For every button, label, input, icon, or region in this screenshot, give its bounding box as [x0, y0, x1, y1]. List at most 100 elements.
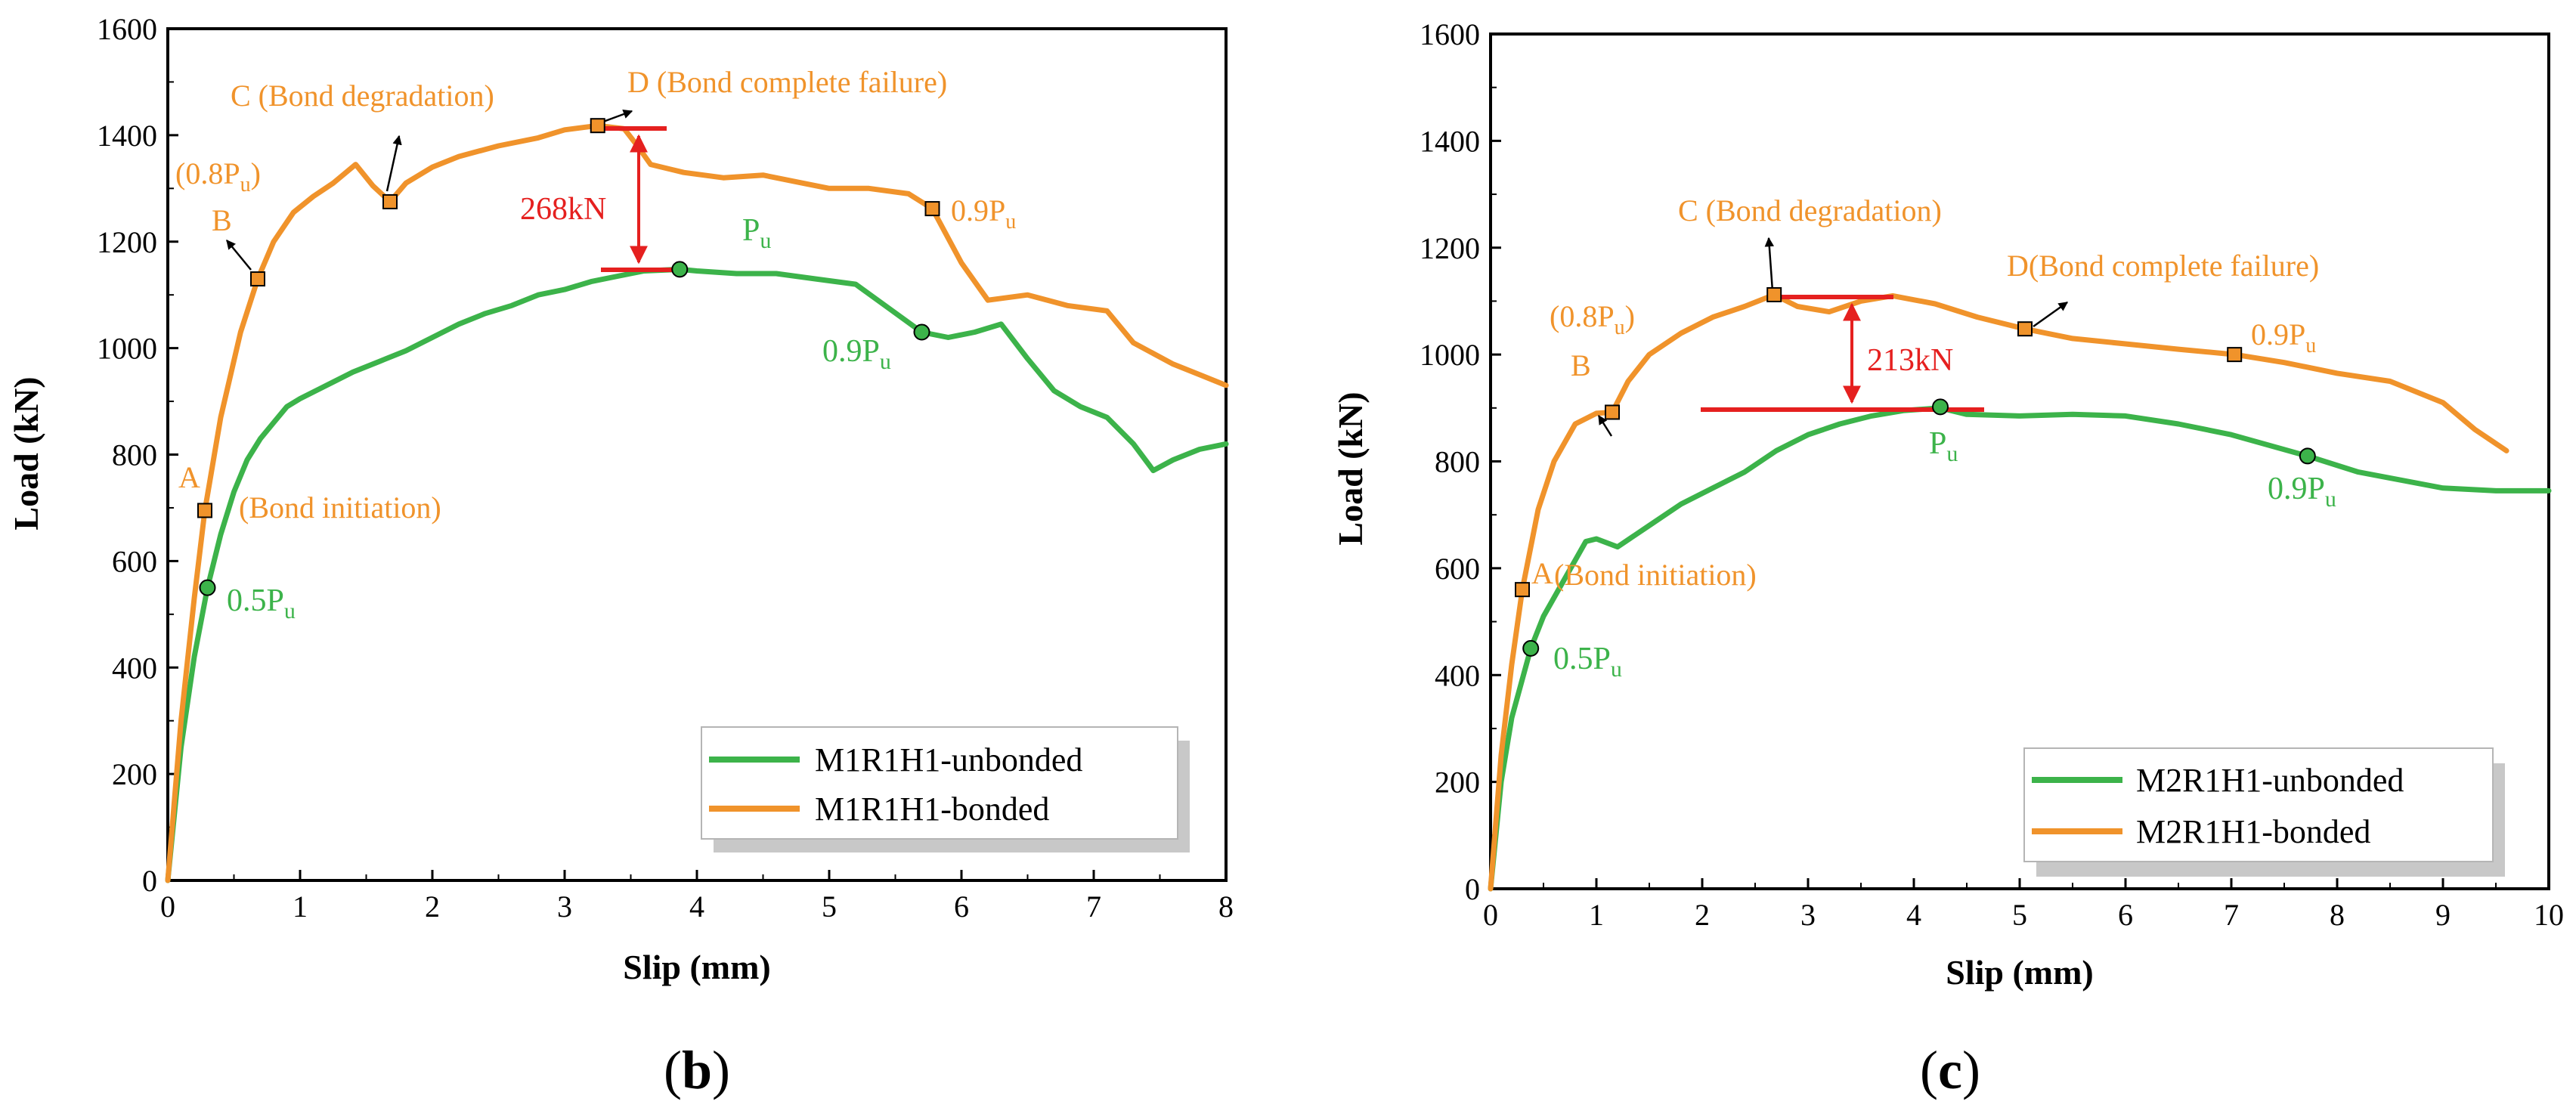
panel-b-y-tick-label: 1400 [97, 119, 157, 153]
panel-c-legend-bonded-label: M2R1H1-bonded [2136, 813, 2370, 850]
panel-b-bonded-marker [197, 503, 212, 518]
panel-c-c-pointer [1764, 237, 1775, 292]
panel-b-b-pointer [226, 240, 252, 271]
panel-b-y-tick-label: 0 [142, 864, 157, 898]
panel-b-bonded-marker [590, 118, 605, 134]
panel-b-x-tick-label: 5 [822, 890, 837, 924]
panel-c-x-tick-label: 8 [2330, 898, 2345, 932]
panel-c-legend: M2R1H1-unbonded M2R1H1-bonded [2023, 747, 2505, 877]
panel-c-y-tick-label: 1400 [1420, 124, 1480, 158]
panel-c: 0 1 2 3 4 5 6 7 8 9 10 0 200 400 600 800 1000 1200 1400 160… [1331, 17, 2564, 1100]
panel-b-point-a-label: A [178, 460, 200, 494]
panel-c-d-pointer [2033, 301, 2069, 328]
panel-c-point-a-label: A [1531, 556, 1553, 590]
panel-c-x-tick-label: 9 [2435, 898, 2451, 932]
panel-b-bonded-09pu-label: 0.9Pu [951, 193, 1016, 234]
panel-b-pu-label: Pu [742, 213, 771, 253]
panel-c-x-tick-label: 7 [2224, 898, 2239, 932]
panel-b-diff-label: 268kN [520, 192, 606, 227]
panel-c-bonded-marker [1605, 404, 1620, 420]
panel-c-diff-label: 213kN [1867, 343, 1953, 378]
panel-c-x-axis-label: Slip (mm) [1946, 953, 2094, 992]
panel-b-caption: (b) [664, 1040, 730, 1100]
panel-b-point-b-paren: (0.8Pu) [175, 156, 261, 196]
panel-c-b-pointer [1597, 414, 1613, 437]
panel-b-markers [197, 118, 940, 596]
panel-c-x-tick-label: 10 [2534, 898, 2564, 932]
panel-c-y-tick-label: 1600 [1420, 17, 1480, 51]
panel-c-y-tick-label: 400 [1435, 658, 1480, 692]
panel-b-bonded-marker [382, 193, 398, 209]
panel-b-x-axis-label: Slip (mm) [623, 948, 771, 986]
panel-b-y-tick-label: 200 [112, 757, 157, 791]
panel-c-bonded-marker [1515, 582, 1530, 598]
panel-b-x-tick-label: 8 [1218, 890, 1234, 924]
panel-b-point-c-label: C (Bond degradation) [231, 79, 494, 113]
panel-b-point-d-label: D (Bond complete failure) [627, 65, 947, 99]
panel-b-y-tick-label: 600 [112, 544, 157, 578]
panel-b-x-tick-label: 4 [689, 890, 704, 924]
panel-b-x-tick-label: 0 [160, 890, 175, 924]
panel-c-bonded-marker [2017, 321, 2033, 337]
panel-c-x-tick-label: 4 [1906, 898, 1921, 932]
panel-c-x-tick-label: 3 [1800, 898, 1816, 932]
panel-b-point-b-label: B [212, 203, 232, 237]
panel-b-unbonded-09pu-label: 0.9Pu [822, 334, 891, 374]
panel-c-x-tick-label: 1 [1589, 898, 1604, 932]
panel-b-unbonded-marker [671, 261, 689, 278]
panel-c-bonded-series-line [1488, 292, 2509, 892]
panel-c-x-tick-label: 0 [1483, 898, 1498, 932]
panel-c-caption: (c) [1920, 1040, 1980, 1100]
panel-c-unbonded-marker [1932, 398, 1949, 416]
panel-b-bonded-marker [250, 271, 265, 287]
panel-c-y-tick-label: 1200 [1420, 231, 1480, 265]
panel-b-unbonded-marker [199, 579, 216, 596]
panel-c-x-tick-label: 2 [1695, 898, 1710, 932]
panel-c-y-tick-label: 600 [1435, 552, 1480, 586]
panel-c-x-tick-label: 5 [2012, 898, 2027, 932]
panel-b-x-tick-label: 7 [1086, 890, 1101, 924]
panel-c-bonded-marker [2227, 347, 2243, 363]
panel-c-y-tick-label: 0 [1465, 872, 1480, 906]
panel-c-point-b-paren: (0.8Pu) [1550, 299, 1635, 339]
panel-c-point-c-label: C (Bond degradation) [1678, 193, 1942, 227]
panel-b-y-tick-label: 400 [112, 651, 157, 685]
panel-c-y-axis-label: Load (kN) [1331, 391, 1370, 545]
panel-c-unbonded-09pu-label: 0.9Pu [2268, 472, 2336, 512]
panel-c-unbonded-marker [2299, 447, 2316, 465]
panel-b-x-tick-label: 2 [425, 890, 440, 924]
panel-c-point-d-label: D(Bond complete failure) [2007, 249, 2319, 283]
panel-b-y-axis-label: Load (kN) [7, 376, 45, 530]
panel-b: 0 1 2 3 4 5 6 7 8 0 200 400 600 800 1000 1200 1400 1600 S… [7, 12, 1234, 1100]
panel-c-unbonded-05pu-label: 0.5Pu [1553, 642, 1622, 682]
panel-c-y-tick-label: 800 [1435, 445, 1480, 479]
panel-c-unbonded-marker [1522, 639, 1540, 657]
panel-b-x-tick-label: 1 [293, 890, 308, 924]
panel-c-markers [1515, 286, 2316, 657]
panel-b-unbonded-05pu-label: 0.5Pu [227, 583, 296, 623]
panel-b-c-pointer [385, 135, 402, 192]
panel-c-legend-unbonded-label: M2R1H1-unbonded [2136, 762, 2404, 799]
panel-b-legend-bonded-label: M1R1H1-bonded [815, 791, 1049, 828]
panel-b-legend-box [701, 726, 1178, 840]
panel-c-legend-box [2023, 747, 2494, 862]
panel-c-y-tick-label: 1000 [1420, 338, 1480, 372]
panel-b-x-tick-label: 6 [954, 890, 969, 924]
panel-b-y-tick-label: 800 [112, 438, 157, 472]
panel-b-legend: M1R1H1-unbonded M1R1H1-bonded [701, 726, 1190, 852]
panel-b-y-tick-label: 1600 [97, 12, 157, 46]
panel-b-unbonded-series-line [165, 266, 1229, 883]
panel-c-bonded-09pu-label: 0.9Pu [2251, 317, 2316, 357]
panel-c-point-b-label: B [1571, 348, 1591, 382]
panel-b-y-tick-label: 1200 [97, 225, 157, 259]
panel-c-ticks: 0 1 2 3 4 5 6 7 8 9 10 0 200 400 600 800 1000 1200 1400 160… [1420, 17, 2564, 932]
panel-b-unbonded-marker [913, 323, 930, 341]
panel-b-bond-initiation-label: (Bond initiation) [239, 490, 441, 524]
panel-b-legend-unbonded-label: M1R1H1-unbonded [815, 741, 1082, 778]
panel-b-bonded-marker [924, 201, 940, 217]
panel-c-bonded-marker [1766, 286, 1782, 302]
panel-c-pu-label: Pu [1929, 426, 1958, 466]
panel-b-y-tick-label: 1000 [97, 332, 157, 366]
panel-c-y-tick-label: 200 [1435, 766, 1480, 800]
